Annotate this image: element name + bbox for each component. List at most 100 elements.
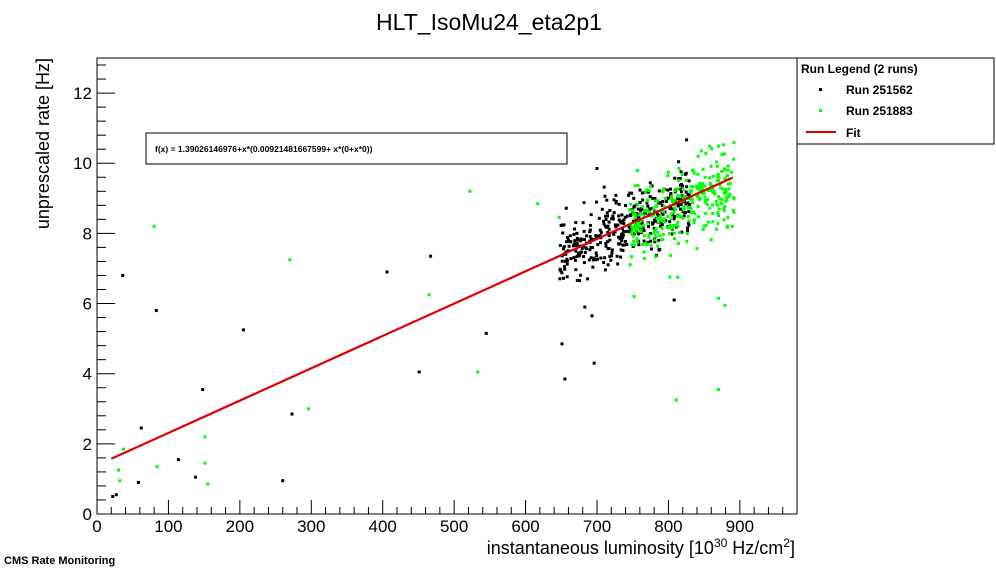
- data-point: [615, 254, 619, 258]
- data-point: [571, 244, 575, 248]
- x-tick-label: 200: [226, 517, 254, 536]
- data-point: [634, 230, 638, 234]
- data-point: [660, 189, 664, 193]
- data-point: [677, 179, 681, 183]
- data-point: [709, 164, 713, 168]
- legend-entry-run-251562: Run 251562: [846, 83, 913, 97]
- data-point: [633, 212, 637, 216]
- data-point: [630, 255, 634, 259]
- data-point: [726, 164, 730, 168]
- data-point: [640, 191, 644, 195]
- data-point: [633, 216, 637, 220]
- data-point: [681, 216, 685, 220]
- data-point: [673, 215, 677, 219]
- x-tick-label: 600: [511, 517, 539, 536]
- data-point: [620, 213, 624, 217]
- data-point: [663, 197, 667, 201]
- data-point: [657, 189, 661, 193]
- data-point: [604, 224, 608, 228]
- x-tick-label: 900: [726, 517, 754, 536]
- data-point: [567, 244, 571, 248]
- data-point: [616, 223, 620, 227]
- data-point: [668, 223, 672, 227]
- data-point: [617, 218, 621, 222]
- data-point: [727, 195, 731, 199]
- data-point: [670, 196, 674, 200]
- data-point: [680, 230, 684, 234]
- data-point: [636, 215, 640, 219]
- data-point: [574, 268, 578, 272]
- data-point: [668, 253, 672, 257]
- data-point: [620, 239, 624, 243]
- data-point: [697, 184, 701, 188]
- data-point: [155, 465, 159, 469]
- data-point: [558, 243, 562, 247]
- data-point: [649, 185, 653, 189]
- data-point: [118, 479, 122, 483]
- x-axis-title: instantaneous luminosity [1030 Hz/cm2]: [487, 536, 795, 558]
- data-point: [579, 237, 583, 241]
- data-point: [655, 230, 659, 234]
- data-point: [560, 223, 564, 227]
- data-point: [687, 192, 691, 196]
- data-point: [685, 138, 689, 142]
- data-point: [696, 172, 700, 176]
- data-point: [702, 224, 706, 228]
- data-point: [635, 169, 639, 173]
- data-point: [722, 209, 726, 213]
- data-point: [569, 257, 573, 261]
- data-point: [704, 211, 708, 215]
- data-point: [727, 187, 731, 191]
- data-point: [594, 251, 598, 255]
- data-point: [627, 230, 631, 234]
- data-point: [678, 195, 682, 199]
- data-point: [668, 275, 672, 279]
- data-point: [715, 160, 719, 164]
- data-point: [628, 191, 632, 195]
- data-point: [728, 192, 732, 196]
- data-point: [669, 191, 673, 195]
- data-point: [623, 239, 627, 243]
- data-point: [633, 224, 637, 228]
- data-point: [672, 210, 676, 214]
- data-point: [668, 220, 672, 224]
- data-point: [708, 144, 712, 148]
- data-point: [673, 176, 677, 180]
- data-point: [583, 305, 587, 309]
- data-point: [562, 276, 566, 280]
- data-point: [642, 250, 646, 254]
- data-point: [669, 217, 673, 221]
- data-point: [658, 214, 662, 218]
- data-point: [629, 202, 633, 206]
- data-point: [632, 295, 636, 299]
- data-point: [606, 224, 610, 228]
- footer-label: CMS Rate Monitoring: [4, 555, 115, 567]
- data-point: [666, 174, 670, 178]
- data-point: [691, 197, 695, 201]
- data-point: [584, 246, 588, 250]
- data-point: [586, 277, 590, 281]
- data-point: [566, 259, 570, 263]
- data-point: [640, 207, 644, 211]
- data-point: [648, 195, 652, 199]
- data-point: [718, 197, 722, 201]
- data-point: [647, 233, 651, 237]
- data-point: [617, 242, 621, 246]
- data-point: [564, 259, 568, 263]
- data-point: [592, 256, 596, 260]
- x-tick-label: 0: [92, 517, 101, 536]
- data-point: [625, 243, 629, 247]
- y-tick-label: 12: [73, 84, 92, 103]
- data-point: [594, 258, 598, 262]
- data-point: [577, 254, 581, 258]
- data-point: [176, 458, 180, 462]
- data-point: [619, 255, 623, 259]
- data-point: [678, 187, 682, 191]
- data-point: [572, 256, 576, 260]
- data-point: [695, 194, 699, 198]
- data-point: [605, 214, 609, 218]
- data-point: [706, 198, 710, 202]
- data-point: [639, 219, 643, 223]
- data-point: [691, 185, 695, 189]
- data-point: [629, 213, 633, 217]
